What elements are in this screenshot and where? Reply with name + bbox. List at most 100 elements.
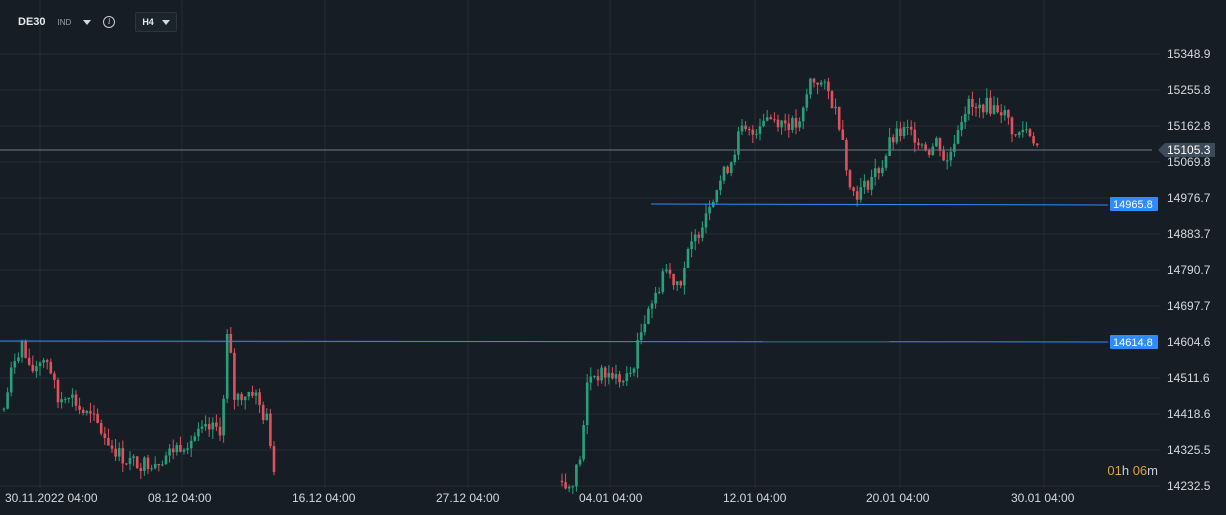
- candle-body: [186, 448, 189, 450]
- candle-body: [582, 425, 585, 460]
- candle-body: [20, 341, 24, 358]
- candle-body: [719, 180, 722, 191]
- candle-body: [564, 482, 567, 489]
- candle-body: [942, 150, 945, 161]
- candle-body: [650, 303, 654, 309]
- candle-body: [693, 234, 697, 242]
- candle-body: [85, 411, 89, 413]
- candle-body: [128, 457, 132, 464]
- candle-body: [891, 137, 895, 143]
- candle-body: [830, 91, 834, 109]
- candle-body: [870, 176, 873, 190]
- candle-body: [895, 128, 899, 143]
- candle-body: [791, 117, 794, 130]
- candle-body: [1017, 132, 1021, 136]
- candle-body: [827, 81, 830, 92]
- candle-body: [164, 455, 168, 465]
- candle-body: [251, 392, 254, 396]
- candle-body: [560, 480, 564, 483]
- candle-body: [665, 269, 668, 272]
- level-line-14965[interactable]: [650, 203, 1109, 206]
- x-tick-label: 12.01 04:00: [723, 491, 787, 505]
- candle-body: [197, 428, 200, 437]
- candle-body: [211, 422, 215, 430]
- candle-body: [963, 114, 967, 123]
- candle-body: [618, 374, 621, 383]
- candle-body: [585, 382, 589, 426]
- y-tick-label: 15162.8: [1167, 119, 1211, 133]
- candle-body: [801, 107, 805, 122]
- candle-body: [157, 463, 161, 466]
- candle-body: [949, 151, 953, 161]
- candle-body: [737, 131, 740, 155]
- candle-body: [63, 399, 67, 401]
- candle-body: [110, 445, 114, 449]
- candle-body: [722, 166, 726, 181]
- candle-body: [607, 372, 611, 378]
- countdown-hours-unit: h: [1121, 463, 1130, 478]
- y-tick-label: 14790.7: [1167, 263, 1211, 277]
- candle-body: [193, 436, 197, 441]
- candle-body: [215, 422, 218, 427]
- candle-body: [1021, 129, 1025, 133]
- candle-body: [848, 170, 852, 188]
- candle-body: [953, 143, 956, 152]
- candle-body: [852, 187, 855, 192]
- timeframe-dropdown[interactable]: H4: [135, 12, 177, 32]
- level-label-bg: [1110, 335, 1158, 349]
- candle-body: [107, 438, 110, 446]
- candle-body: [153, 463, 157, 469]
- candle-body: [1032, 136, 1035, 144]
- candle-body: [812, 78, 816, 83]
- candle-body: [639, 332, 643, 340]
- candle-body: [902, 127, 906, 137]
- candle-body: [909, 126, 913, 130]
- candle-body: [589, 376, 593, 383]
- candle-body: [132, 456, 135, 458]
- candle-body: [841, 129, 845, 140]
- candle-body: [254, 392, 258, 396]
- candle-body: [758, 126, 762, 134]
- candle-body: [567, 486, 571, 489]
- candle-body: [794, 117, 798, 128]
- candle-body: [60, 399, 63, 403]
- candle-body: [740, 125, 744, 132]
- symbol-dropdown-icon[interactable]: [83, 19, 92, 25]
- info-icon[interactable]: i: [103, 16, 116, 28]
- candle-body: [611, 372, 614, 379]
- countdown-minutes-unit: m: [1147, 463, 1158, 478]
- candle-body: [117, 448, 121, 457]
- symbol-type: IND: [57, 17, 72, 27]
- candle-body: [661, 271, 665, 292]
- candle-body: [654, 292, 657, 304]
- candle-body: [816, 82, 819, 85]
- candle-body: [931, 146, 935, 155]
- candle-body: [809, 78, 812, 95]
- level-line-14614[interactable]: [0, 340, 1109, 343]
- candle-body: [643, 323, 647, 333]
- level-label-bg: [1110, 197, 1158, 211]
- candle-body: [1003, 110, 1007, 116]
- candle-body: [715, 190, 719, 202]
- candle-body: [927, 149, 931, 155]
- candle-body: [9, 367, 13, 393]
- y-tick-label: 15255.8: [1167, 83, 1211, 97]
- candle-body: [755, 133, 758, 135]
- candle-body: [200, 426, 204, 429]
- candle-body: [780, 120, 783, 128]
- candle-body: [924, 144, 927, 150]
- candle-body: [53, 373, 56, 380]
- candle-body: [89, 411, 92, 414]
- x-tick-label: 30.01 04:00: [1011, 491, 1075, 505]
- candle-body: [99, 423, 103, 434]
- candle-body: [42, 360, 45, 363]
- candle-body: [225, 334, 229, 399]
- candle-body: [704, 213, 708, 228]
- candle-body: [135, 456, 139, 469]
- candle-body: [701, 227, 704, 238]
- symbol-name[interactable]: DE30: [18, 16, 46, 28]
- y-tick-label: 14232.5: [1167, 479, 1211, 493]
- y-tick-label: 14883.7: [1167, 227, 1211, 241]
